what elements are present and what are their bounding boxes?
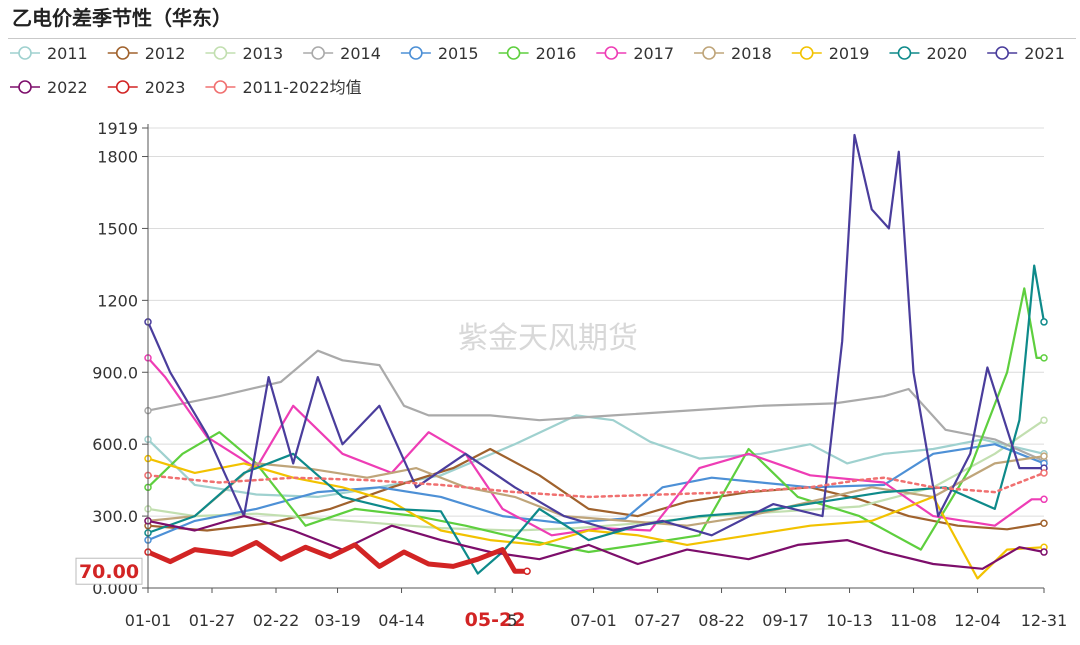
axes	[147, 124, 1044, 589]
series-line	[146, 514, 1046, 570]
series-line	[146, 471, 1046, 499]
x-tick-label: 03-19	[314, 611, 361, 630]
series-endpoint	[523, 567, 531, 575]
legend-label: 2021	[1024, 44, 1065, 63]
x-tick-label: 5	[507, 611, 517, 630]
legend-marker	[799, 46, 814, 60]
series-line	[146, 443, 1046, 542]
legend-marker	[115, 46, 130, 60]
x-tick-label: 09-17	[762, 611, 809, 630]
legend-marker	[213, 80, 228, 94]
legend-marker	[115, 80, 130, 94]
series-line	[146, 287, 1046, 554]
legend-marker	[18, 80, 32, 94]
legend-marker	[702, 46, 716, 60]
x-axis-ticks: 01-01 01-27 02-22 03-19 04-14 05-225 07-01 07-2…	[125, 588, 1068, 631]
legend-label: 2013	[242, 44, 283, 63]
legend-marker	[506, 46, 521, 60]
x-tick-label: 02-22	[253, 611, 300, 630]
series-endpoint	[1040, 548, 1048, 556]
series-line	[146, 133, 1046, 537]
legend-label: 2023	[145, 78, 186, 97]
x-tick-label: 12-04	[954, 611, 1001, 630]
series-line	[146, 447, 1046, 532]
chart-title: 乙电价差季节性（华东）	[12, 6, 232, 30]
series-endpoint	[1040, 318, 1048, 326]
x-tick-label: 04-14	[378, 611, 425, 630]
x-tick-label-highlight: 05-22	[465, 609, 526, 631]
legend-label: 2011	[47, 44, 88, 63]
series-endpoint	[1040, 452, 1048, 460]
legend-marker	[897, 46, 912, 60]
legend: 2011 2012 2013 2014 2015 2016 2017 2018 2019 2020…	[10, 44, 1065, 97]
legend-label: 2014	[340, 44, 381, 63]
legend-marker	[213, 46, 228, 60]
legend-marker	[311, 46, 325, 60]
title-divider	[8, 38, 1076, 39]
badge-box	[75, 557, 143, 585]
series-line	[145, 540, 530, 574]
series-line	[146, 356, 1046, 537]
x-tick-label: 08-22	[698, 611, 745, 630]
x-tick-label: 12-31	[1021, 611, 1068, 630]
legend-marker	[18, 46, 32, 60]
legend-label: 2020	[926, 44, 967, 63]
legend-label: 2019	[829, 44, 870, 63]
x-tick-label: 11-08	[890, 611, 937, 630]
y-tick-label: 1500	[97, 219, 138, 238]
legend-marker	[604, 46, 619, 60]
latest-value-badge: 70.00	[75, 557, 143, 585]
series-endpoint	[1040, 495, 1048, 504]
legend-label: 2018	[731, 44, 772, 63]
series-endpoint	[1040, 416, 1048, 424]
legend-label: 2016	[536, 44, 577, 63]
series-endpoint	[1040, 354, 1048, 362]
x-tick-label: 07-27	[634, 611, 681, 630]
legend-label: 2011-2022均值	[242, 78, 361, 97]
x-tick-label: 07-01	[570, 611, 617, 630]
series-endpoint	[1040, 519, 1048, 528]
y-tick-label: 600.0	[92, 435, 138, 454]
watermark: 紫金天风期货	[458, 321, 638, 356]
series-line	[146, 414, 1046, 498]
legend-label: 2017	[633, 44, 674, 63]
badge-value: 70.00	[79, 561, 139, 583]
legend-label: 2015	[438, 44, 479, 63]
series-endpoint	[1040, 469, 1048, 477]
y-tick-label: 1200	[97, 291, 138, 310]
legend-label: 2022	[47, 78, 88, 97]
legend-marker	[995, 46, 1009, 60]
series-line	[146, 349, 1046, 463]
x-tick-label: 10-13	[826, 611, 873, 630]
legend-label: 2012	[145, 44, 186, 63]
series-line	[146, 264, 1046, 575]
series-lines	[144, 133, 1048, 580]
x-tick-label: 01-01	[125, 611, 172, 630]
y-tick-label: 1800	[97, 148, 138, 167]
legend-marker	[409, 46, 423, 60]
y-tick-label: 300.0	[92, 507, 138, 526]
x-tick-label: 01-27	[189, 611, 236, 630]
y-tick-label: 1919	[97, 119, 138, 138]
y-tick-label: 900.0	[92, 363, 138, 382]
series-line	[146, 457, 1046, 580]
